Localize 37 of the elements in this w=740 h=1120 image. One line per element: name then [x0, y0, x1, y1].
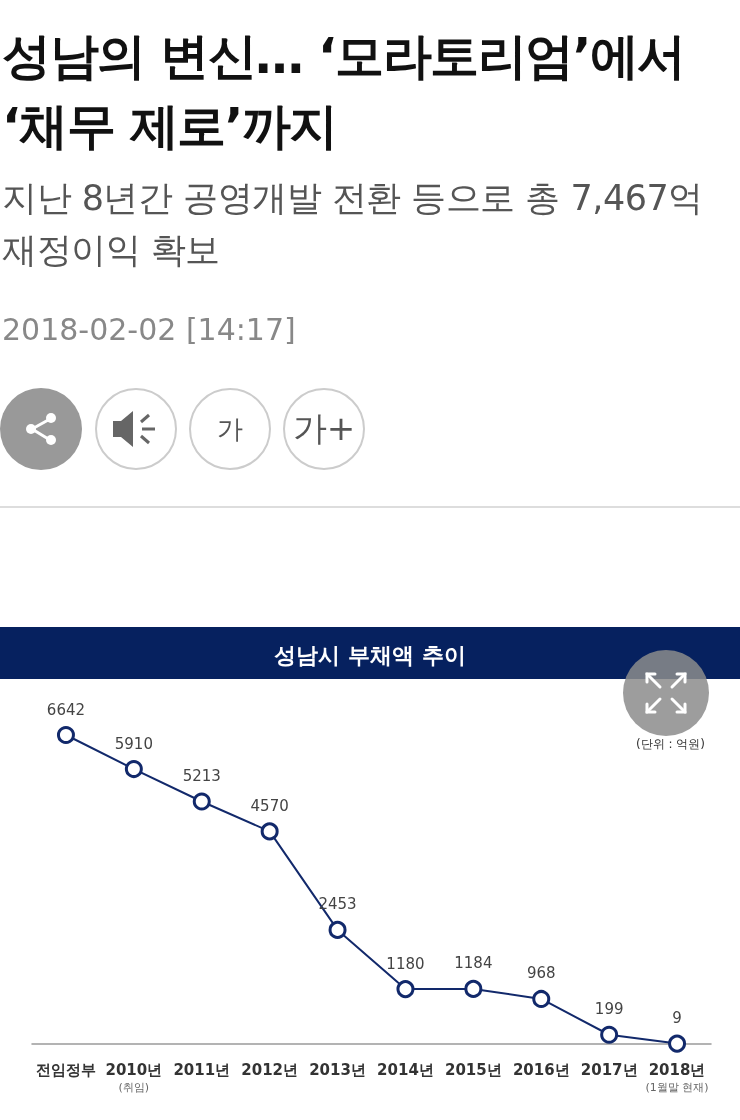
point	[668, 1034, 687, 1053]
text: 지난 8년간 공영개발 전환 등으로 총 7,467억 재정이익 확보	[2, 177, 704, 272]
data-label: 199	[594, 1000, 624, 1019]
data-label: 968	[526, 964, 556, 983]
x-tick-label: 2014년	[377, 1061, 434, 1079]
text: 성남의 변신… ‘모라토리엄’에서 ‘채무 제로’까지	[2, 27, 686, 157]
x-tick-label: 2013년	[309, 1061, 366, 1079]
chart-title: 성남시 부채액 추이	[274, 642, 466, 668]
x-tick-label: 2015년	[444, 1061, 502, 1079]
x-tick-label: 전임정부	[35, 1061, 96, 1079]
data-label: 5910	[114, 734, 153, 753]
x-tick-label: 2011년	[173, 1061, 231, 1079]
x-tick-label: 2012년	[241, 1061, 299, 1079]
point	[124, 760, 143, 779]
data-label: 6642	[46, 700, 86, 719]
data-label: 1180	[386, 954, 425, 973]
point	[600, 1025, 619, 1044]
point	[56, 726, 75, 744]
point	[328, 920, 347, 939]
text: 2018-02-02 [14:17]	[2, 311, 296, 349]
x-tick-label: 2017년	[580, 1061, 638, 1079]
data-label: 2453	[318, 895, 357, 914]
x-tick-label: 2018년 (1월말 현재)	[645, 1061, 709, 1094]
point	[260, 822, 279, 841]
data-label: 9	[672, 1009, 682, 1028]
annotation: (단위 : 억원)	[635, 737, 706, 751]
data-label: 4570	[250, 796, 289, 815]
x-tick-label: 2010년 (취임)	[105, 1061, 163, 1094]
point	[464, 979, 483, 998]
point	[396, 980, 415, 999]
point	[532, 989, 551, 1008]
font-size-button: 가+	[283, 388, 365, 470]
data-label: 5213	[182, 766, 221, 785]
point	[192, 792, 211, 811]
data-label: 1184	[454, 954, 493, 973]
x-tick-label: 2016년	[512, 1061, 570, 1079]
font-size-button: 가	[189, 388, 271, 470]
